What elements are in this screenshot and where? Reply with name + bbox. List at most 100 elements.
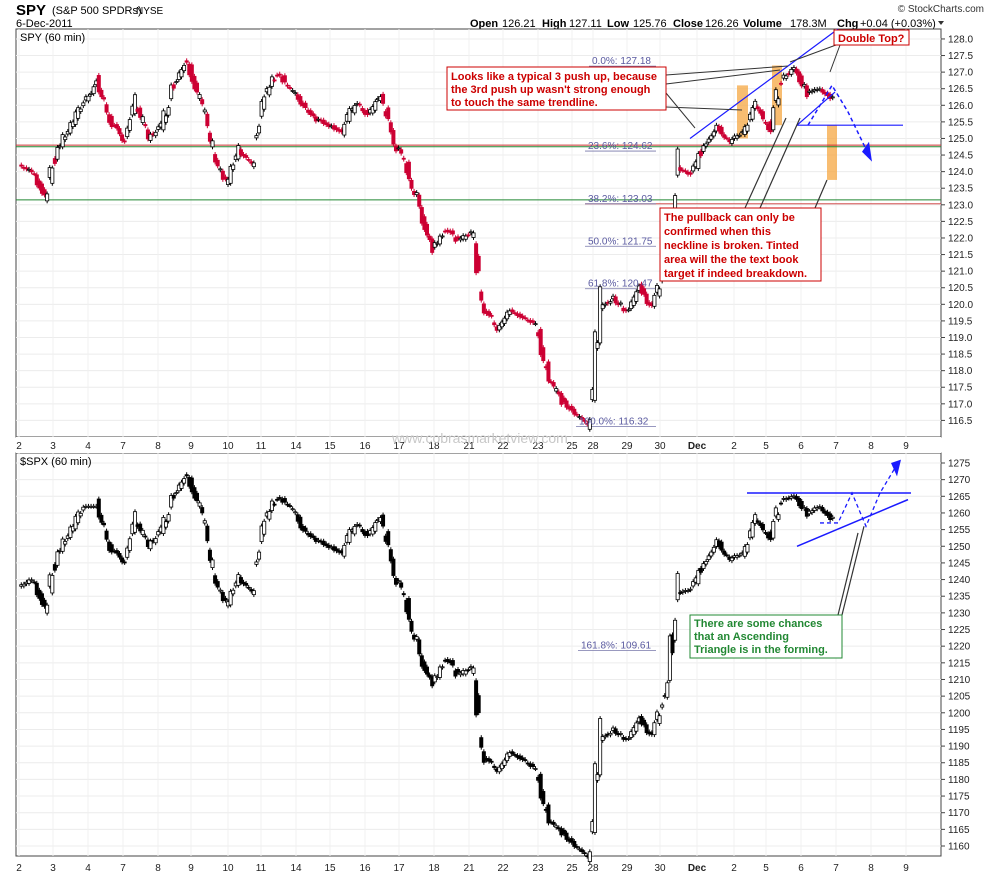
spy-candle-body: [396, 147, 401, 150]
spx-candle-body: [244, 582, 249, 586]
spx-candle-body: [148, 540, 153, 550]
three-push-pointer: [665, 92, 696, 129]
spy-candle-body: [763, 121, 768, 124]
spx-candle-body: [422, 661, 427, 671]
spx-candle-body: [352, 526, 357, 535]
spy-candle-body: [19, 164, 24, 167]
spx-x-tick-label: 3: [50, 863, 56, 874]
spx-candle-body: [592, 763, 597, 833]
spx-candle-body: [466, 669, 471, 672]
spy-x-tick-label: 15: [324, 441, 336, 452]
spx-candle-body: [109, 544, 114, 553]
spy-candle-body: [760, 111, 765, 120]
spy-y-tick-label: 119.0: [948, 333, 973, 344]
symbol-name: (S&P 500 SPDRs): [52, 5, 142, 17]
spy-y-tick-label: 127.5: [948, 51, 973, 62]
spy-candle-body: [81, 102, 86, 107]
spy-y-tick-label: 119.5: [948, 316, 973, 327]
spy-candle-body: [189, 64, 194, 82]
spy-y-tick-label: 121.0: [948, 267, 973, 278]
spy-x-tick-label: 25: [566, 441, 578, 452]
spx-candle-body: [117, 553, 122, 558]
spy-candle-body: [657, 288, 662, 297]
spx-candle-body: [595, 774, 600, 781]
spx-x-tick-label: 25: [566, 863, 578, 874]
spx-candle-body: [618, 733, 623, 735]
spx-candle-body: [685, 590, 690, 592]
triangle-pointer: [841, 526, 865, 616]
spy-candle-body: [704, 143, 709, 147]
spx-x-tick-label: 21: [463, 863, 475, 874]
spy-candle-body: [518, 313, 523, 318]
spy-x-tick-label: 16: [359, 441, 371, 452]
spx-candle-body: [709, 551, 714, 557]
spx-candle-body: [189, 477, 194, 493]
spx-candle-body: [810, 510, 815, 514]
spx-candle-body: [391, 558, 396, 576]
spy-candle-body: [207, 132, 212, 142]
spy-candle-body: [652, 294, 657, 307]
spy-candle-body: [719, 126, 724, 135]
spy-candle-body: [60, 134, 65, 148]
spx-candle-body: [507, 752, 512, 757]
pullback-line-4: area will the the text book: [664, 254, 799, 266]
spx-y-axis: 1160 1165 1170 1175 1180 1185 1190 1195 1200 1205…: [941, 458, 971, 853]
spx-candle-body: [277, 497, 282, 499]
spx-candle-body: [197, 502, 202, 507]
spy-candle-body: [595, 342, 600, 349]
spy-candle-body: [468, 231, 473, 234]
spx-candle-body: [96, 498, 101, 518]
spx-candle-body: [652, 722, 657, 736]
high-value: 127.11: [569, 18, 602, 30]
spx-candle-body: [171, 494, 176, 499]
spx-candle-body: [440, 666, 445, 669]
spy-candle-body: [779, 82, 784, 85]
spx-x-axis: 2 3 4 7 8 9 10 11 14 15 16 17 18 21 22 23 25 28 29 30 Dec 2 5 6…: [16, 863, 909, 874]
open-value: 126.21: [502, 18, 536, 30]
spy-x-tick-label: Dec: [688, 441, 707, 452]
spy-candle-body: [381, 93, 386, 104]
stockcharts-brand: © StockCharts.com: [898, 4, 984, 15]
spy-candle-body: [34, 174, 39, 186]
spx-candle-body: [644, 724, 649, 734]
spy-candle-body: [456, 236, 461, 240]
spx-candle-body: [360, 529, 365, 533]
spx-candle-body: [453, 670, 458, 677]
spx-candle-body: [598, 718, 603, 776]
spx-candle-body: [719, 541, 724, 551]
spy-x-tick-label: 3: [50, 441, 56, 452]
spy-candle-body: [709, 135, 714, 140]
spy-x-tick-label: 18: [428, 441, 440, 452]
spy-candle-body: [530, 320, 535, 323]
spx-candle-body: [326, 544, 331, 548]
spx-candle-body: [468, 666, 473, 669]
spy-candle-body: [277, 73, 282, 76]
spx-y-tick-label: 1195: [948, 725, 970, 736]
spx-candle-body: [272, 503, 277, 506]
spx-candle-body: [21, 583, 26, 587]
three-push-pointer: [665, 69, 781, 85]
spx-x-tick-label: 22: [497, 863, 509, 874]
spy-candle-body: [432, 242, 437, 248]
spx-candle-body: [670, 634, 675, 654]
spx-candle-body: [642, 719, 647, 726]
spy-candle-body: [546, 361, 551, 382]
spy-candle-body: [463, 235, 468, 240]
spy-x-tick-label: 2: [16, 441, 22, 452]
spy-y-tick-label: 123.5: [948, 184, 973, 195]
spy-candle-body: [572, 408, 577, 415]
spx-candle-body: [205, 525, 210, 542]
spx-y-tick-label: 1270: [948, 475, 971, 486]
spy-candle-body: [220, 170, 225, 180]
spy-candle-body: [153, 131, 158, 137]
spy-candle-body: [298, 96, 303, 105]
spy-candle-body: [342, 123, 347, 136]
spx-candle-body: [373, 522, 378, 532]
open-label: Open: [470, 18, 498, 30]
spy-candle-body: [99, 89, 104, 98]
spx-candle-body: [104, 530, 109, 540]
spx-candle-body: [520, 757, 525, 760]
low-value: 125.76: [633, 18, 667, 30]
spx-candle-body: [541, 791, 546, 805]
double-top-callout: Double Top?: [833, 29, 910, 46]
